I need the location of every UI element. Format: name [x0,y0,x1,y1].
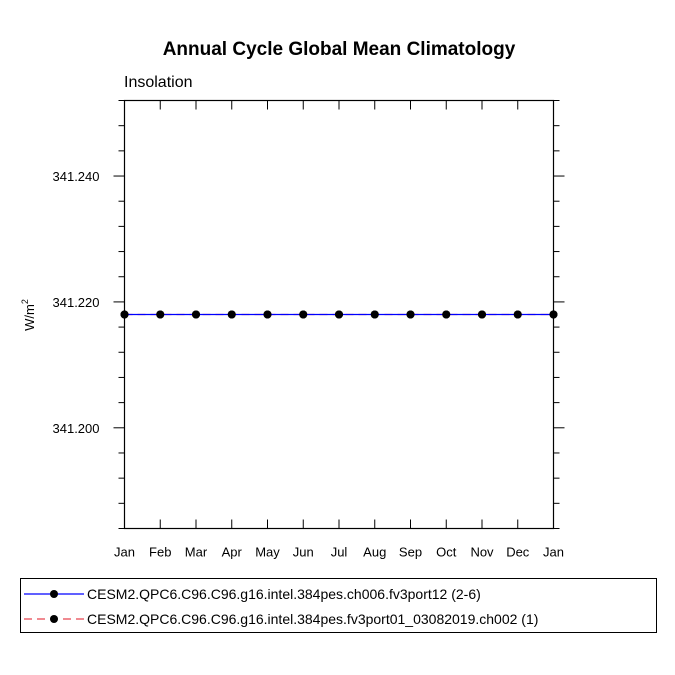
data-point [120,310,129,319]
x-tick-label: Apr [222,545,243,560]
legend-marker [50,590,58,598]
x-tick-label: Aug [363,545,386,560]
x-tick-label: Oct [436,545,457,560]
y-axis-label-superscript: 2 [20,299,30,304]
data-point [549,310,558,319]
data-point [478,310,486,319]
x-tick-label: Dec [506,545,530,560]
data-point [442,310,451,319]
y-axis-label: W/m2 [20,299,37,331]
x-tick-label: Mar [185,545,208,560]
x-tick-label: Feb [149,545,171,560]
data-point [263,310,272,319]
legend-label: CESM2.QPC6.C96.C96.g16.intel.384pes.ch00… [87,586,481,602]
chart-title: Annual Cycle Global Mean Climatology [163,39,516,60]
y-axis-label-base: W/m [22,304,37,331]
x-tick-label: Sep [399,545,422,560]
x-tick-label: Jan [114,545,135,560]
legend: CESM2.QPC6.C96.C96.g16.intel.384pes.ch00… [24,586,538,627]
y-tick-labels: 341.200 341.220 341.240 [53,169,100,436]
y-tick-label: 341.200 [53,421,100,436]
data-point [192,310,200,319]
legend-label: CESM2.QPC6.C96.C96.g16.intel.384pes.fv3p… [87,611,538,627]
data-point [156,310,165,319]
series-group [120,310,558,319]
y-tick-label: 341.220 [53,295,100,310]
data-point [406,310,415,319]
x-tick-labels: Jan Feb Mar Apr May Jun Jul Aug Sep Oct Nov Dec Jan [114,545,564,560]
axis-ticks [113,100,565,529]
data-point [227,310,236,319]
x-tick-label: Jan [543,545,564,560]
data-point [370,310,379,319]
data-point [335,310,343,319]
chart-subtitle: Insolation [124,74,193,91]
data-point [513,310,522,319]
data-point [299,310,308,319]
legend-marker [50,615,58,623]
y-tick-label: 341.240 [53,169,100,184]
x-tick-label: Nov [470,545,494,560]
x-tick-label: May [255,545,280,560]
x-tick-label: Jul [331,545,348,560]
x-tick-label: Jun [293,545,314,560]
legend-box [20,578,657,633]
